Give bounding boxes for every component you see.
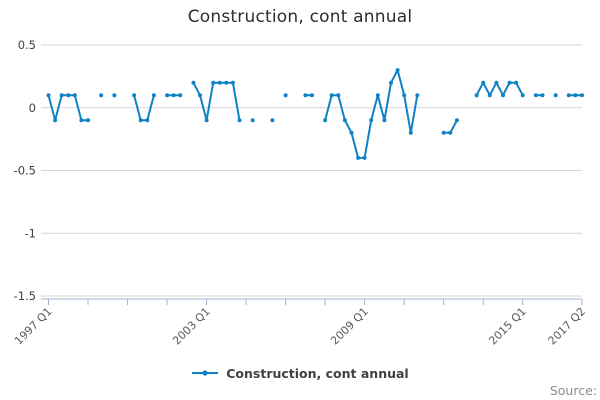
data-point [566,93,571,98]
data-point [191,80,196,85]
data-point [165,93,170,98]
x-axis-label: 2017 Q2 [546,305,589,348]
data-point [224,80,229,85]
source-label: Source: [549,383,597,398]
data-point [382,118,387,123]
legend: Construction, cont annual [0,363,600,383]
data-point [270,118,275,123]
data-point [356,155,361,160]
data-point [362,155,367,160]
data-point [349,130,354,135]
data-point [72,93,77,98]
data-point [198,93,202,98]
data-point [441,130,446,135]
data-point [369,118,374,123]
data-point [138,118,143,123]
series-line [192,81,241,122]
data-point [342,118,347,123]
data-point [329,93,334,98]
legend-line-marker-icon [192,370,219,376]
data-point [66,93,71,98]
data-point [474,93,479,98]
data-point [514,80,519,85]
series-line [324,69,419,159]
data-point [573,93,578,98]
data-point [501,93,505,98]
data-point [99,93,104,98]
data-point [59,93,64,98]
data-point [79,118,84,123]
data-point [303,93,308,98]
chart-title: Construction, cont annual [187,7,413,27]
data-point [217,80,222,85]
data-point [250,118,255,123]
data-point [283,93,288,98]
data-point [375,93,380,98]
data-point [507,80,512,85]
data-point [520,93,525,98]
data-point [211,80,216,85]
data-point [178,93,183,98]
data-point [540,93,545,98]
x-axis-label: 2003 Q1 [170,305,213,348]
series-line [133,94,155,122]
data-point [53,118,58,123]
data-point [323,118,328,123]
data-point [408,130,413,135]
data-point [415,93,420,98]
x-axis-label: 1997 Q1 [12,305,55,348]
data-point [336,93,341,98]
data-point [580,93,584,98]
data-point [132,93,137,98]
x-axis-label: 2009 Q1 [328,305,371,348]
data-point [402,93,407,98]
y-axis-label: -0.5 [14,164,36,178]
data-point [454,118,459,123]
data-point [389,80,393,85]
data-point [553,93,558,98]
y-axis-label: 0 [29,101,36,115]
data-point [310,93,314,98]
data-point [448,130,453,135]
data-point [481,80,486,85]
data-point [230,80,235,85]
data-point [145,118,150,123]
data-point [151,93,156,98]
data-point [395,68,400,73]
data-point [86,118,90,123]
data-point [171,93,176,98]
y-axis-label: 0.5 [18,38,36,52]
y-axis-label: -1.5 [14,289,36,303]
x-axis-label: 2015 Q1 [486,305,529,348]
data-point [487,93,492,98]
data-point [204,118,209,123]
legend-label: Construction, cont annual [226,365,409,381]
data-point [46,93,51,98]
data-point [494,80,499,85]
data-point [237,118,242,123]
y-axis-label: -1 [25,226,36,240]
data-point [112,93,117,98]
data-point [533,93,538,98]
